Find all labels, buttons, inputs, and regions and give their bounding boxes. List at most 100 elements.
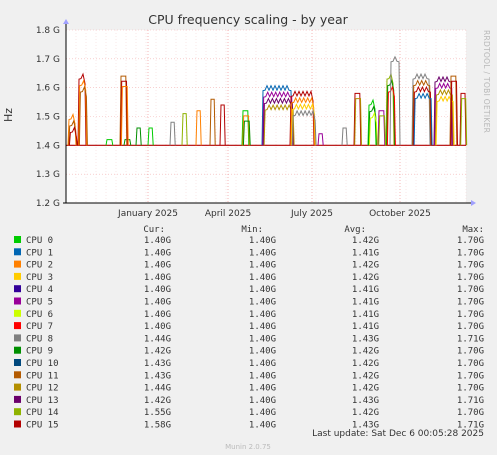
legend-max-value: 1.70G [457, 248, 484, 258]
legend-avg-value: 1.41G [352, 285, 379, 295]
legend-avg-value: 1.41G [352, 310, 379, 320]
legend-series-name: CPU 15 [26, 421, 59, 431]
series-line-segment [450, 80, 458, 146]
last-update-text: Last update: Sat Dec 6 00:05:28 2025 [312, 429, 484, 439]
legend-max-value: 1.70G [457, 359, 484, 369]
legend-max-value: 1.71G [457, 396, 484, 406]
y-tick-label: 1.5 G [36, 113, 60, 123]
legend-avg-value: 1.43G [352, 334, 379, 344]
legend-swatch [14, 297, 21, 305]
y-tick-label: 1.3 G [36, 170, 60, 180]
series-line-segment [119, 75, 128, 146]
y-tick-label: 1.6 G [36, 84, 60, 94]
series-line-segment [78, 78, 88, 146]
series-line-segment [290, 102, 316, 146]
series-lines [66, 55, 468, 146]
header-avg: Avg: [344, 225, 366, 235]
legend-min-value: 1.40G [249, 285, 276, 295]
series-line-segment [377, 110, 386, 146]
series-line-segment [195, 110, 202, 146]
y-tick-label: 1.2 G [36, 199, 60, 209]
series-line-segment [411, 72, 431, 146]
y-tick-labels: 1.2 G 1.3 G 1.4 G 1.5 G 1.6 G 1.7 G 1.8 G [36, 26, 60, 209]
series-line-segment [460, 98, 468, 146]
legend-avg-value: 1.43G [352, 421, 379, 431]
series-line-segment [290, 96, 316, 146]
legend-series-name: CPU 8 [26, 334, 53, 344]
legend-avg-value: 1.41G [352, 298, 379, 308]
legend-avg-value: 1.42G [352, 261, 379, 271]
legend-max-value: 1.71G [457, 421, 484, 431]
rrdtool-watermark: RRDTOOL / TOBI OETIKER [482, 30, 491, 133]
series-line-segment [120, 80, 128, 146]
legend-avg-value: 1.42G [352, 359, 379, 369]
series-line-segment [449, 75, 458, 146]
legend-cur-value: 1.40G [144, 310, 171, 320]
legend-swatch [14, 334, 21, 342]
series-line-segment [219, 104, 226, 146]
header-max: Max: [462, 225, 484, 235]
series-line-segment [135, 127, 142, 146]
legend-max-value: 1.71G [457, 334, 484, 344]
series-line-segment [181, 113, 188, 146]
legend-max-value: 1.70G [457, 261, 484, 271]
series-line-segment [317, 133, 324, 146]
series-line-segment [262, 97, 294, 146]
legend-swatch [14, 236, 21, 243]
munin-version: Munin 2.0.75 [225, 443, 271, 451]
series-line-segment [378, 115, 386, 146]
y-axis-arrow-icon [63, 19, 69, 24]
legend-swatch [14, 383, 21, 391]
legend-cur-value: 1.58G [144, 421, 171, 431]
legend-cur-value: 1.40G [144, 261, 171, 271]
series-line-segment [341, 127, 348, 146]
series-line-segment [147, 127, 154, 146]
x-tick-label: October 2025 [369, 209, 431, 219]
legend-series-name: CPU 1 [26, 248, 53, 258]
x-tick-label: July 2025 [290, 209, 333, 219]
x-tick-label: January 2025 [117, 209, 178, 219]
x-tick-label: April 2025 [205, 209, 251, 219]
header-min: Min: [241, 225, 263, 235]
y-axis-label: Hz [2, 108, 15, 122]
series-line-segment [241, 110, 250, 146]
legend-series-name: CPU 11 [26, 371, 59, 381]
legend-min-value: 1.40G [249, 261, 276, 271]
legend-min-value: 1.40G [249, 347, 276, 357]
series-line-segment [242, 115, 250, 146]
y-tick-label: 1.4 G [36, 141, 60, 151]
legend-cur-value: 1.40G [144, 322, 171, 332]
y-tick-label: 1.8 G [36, 26, 60, 36]
x-tick-labels: January 2025 April 2025 July 2025 October 2… [117, 209, 431, 219]
legend-cur-value: 1.43G [144, 359, 171, 369]
legend-swatch [14, 408, 21, 416]
series-line-segment [386, 85, 396, 146]
series-line-segment [459, 92, 467, 146]
legend-cur-value: 1.42G [144, 347, 171, 357]
legend-min-value: 1.40G [249, 359, 276, 369]
header-cur: Cur: [143, 225, 165, 235]
series-line-segment [209, 98, 216, 146]
legend-min-value: 1.40G [249, 396, 276, 406]
legend-max-value: 1.70G [457, 236, 484, 246]
legend-max-value: 1.70G [457, 371, 484, 381]
legend-swatch [14, 248, 21, 256]
legend-max-value: 1.70G [457, 298, 484, 308]
legend-series-name: CPU 4 [26, 285, 53, 295]
legend-swatch [14, 395, 21, 403]
legend-avg-value: 1.42G [352, 347, 379, 357]
legend-max-value: 1.70G [457, 273, 484, 283]
legend-cur-value: 1.40G [144, 248, 171, 258]
legend-avg-value: 1.41G [352, 248, 379, 258]
series-line-segment [68, 125, 78, 146]
legend-swatch [14, 285, 21, 293]
legend-avg-value: 1.42G [352, 273, 379, 283]
legend-max-value: 1.70G [457, 347, 484, 357]
series-line-segment [433, 75, 453, 146]
legend-swatch [14, 309, 21, 317]
legend-swatch [14, 346, 21, 354]
series-line-segment [120, 86, 129, 146]
legend-swatch [14, 260, 21, 268]
legend-cur-value: 1.44G [144, 334, 171, 344]
legend-min-value: 1.40G [249, 322, 276, 332]
